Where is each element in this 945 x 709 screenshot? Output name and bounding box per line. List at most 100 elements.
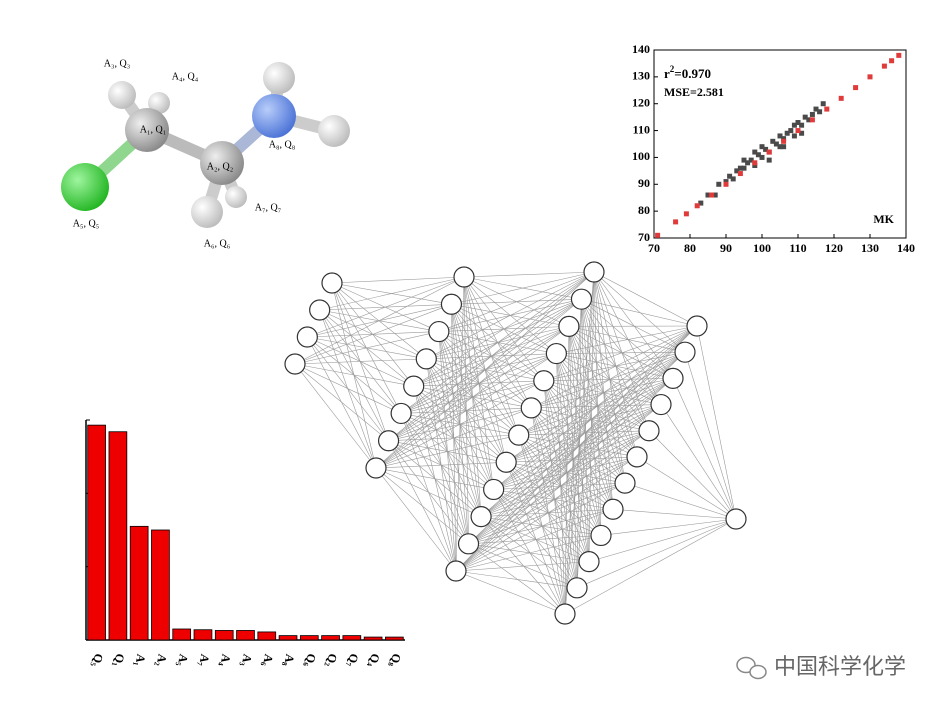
scatter-chart: 70 80 90 100 110 120 130 140 70 80 90 100 110 120 130 1… (632, 42, 915, 255)
connection (593, 271, 602, 536)
connection (375, 467, 482, 517)
connection (531, 407, 602, 536)
connection (593, 271, 626, 484)
neuron (602, 498, 624, 520)
y-tick-label: 140 (632, 42, 650, 56)
connection (581, 299, 638, 458)
connection (518, 435, 566, 615)
connection (468, 543, 590, 562)
connection (543, 380, 638, 458)
connection (455, 325, 698, 572)
connection (581, 299, 650, 431)
connection (463, 271, 595, 278)
connection (568, 326, 650, 431)
connection (636, 456, 737, 520)
neuron (638, 420, 660, 442)
bar (257, 631, 277, 641)
neuron (590, 524, 612, 547)
connection (455, 508, 614, 572)
connection (307, 276, 465, 338)
connection (556, 353, 650, 431)
connection (493, 456, 638, 490)
connection (568, 326, 578, 588)
connection (564, 518, 737, 615)
connection (593, 271, 674, 379)
point (795, 128, 801, 134)
bar (87, 424, 106, 641)
neuron (545, 342, 567, 365)
neuron (403, 375, 425, 397)
neuron (508, 424, 530, 446)
neuron (674, 341, 696, 363)
connection (556, 353, 578, 588)
neuron (390, 402, 412, 425)
x-tick-label: 90 (720, 241, 732, 255)
atom-label: A₃, Q₃ (104, 58, 130, 69)
point (788, 128, 794, 134)
r-squared-part: =0.970 (674, 66, 711, 81)
neuron (495, 451, 517, 473)
connection (455, 535, 602, 572)
connection (455, 378, 674, 572)
connection (660, 404, 737, 520)
neuron (428, 320, 450, 343)
neuron (578, 551, 600, 573)
connection (375, 380, 544, 469)
connection (543, 378, 674, 382)
point (727, 173, 733, 179)
connection (481, 508, 614, 517)
watermark-text: 中国科学化学 (774, 655, 906, 680)
x-tick-label: A₈ (281, 653, 297, 668)
connection (468, 508, 614, 545)
x-tick-label: 130 (861, 241, 879, 255)
point (712, 192, 718, 198)
connection (455, 482, 626, 572)
connection (543, 325, 698, 382)
point (791, 122, 797, 128)
connection (493, 482, 626, 490)
x-tick-label: A₆ (260, 653, 276, 668)
connection (426, 271, 595, 360)
x-tick-label: 70 (648, 241, 660, 255)
connection (375, 467, 469, 545)
point (809, 117, 815, 123)
neuron (470, 506, 492, 528)
x-tick-label: Q₅ (90, 653, 106, 669)
connection (556, 353, 566, 615)
bar (172, 628, 192, 641)
r-squared-part: r (664, 66, 670, 81)
y-tick-label: 130 (632, 69, 650, 83)
connection (593, 271, 698, 327)
connection (294, 363, 402, 414)
connection (581, 299, 626, 484)
point (752, 162, 758, 168)
neuron (570, 288, 593, 310)
connection (506, 430, 650, 463)
connection (543, 380, 614, 510)
atom-label: A₂, Q₂ (207, 161, 233, 172)
point (813, 106, 819, 112)
point (673, 219, 679, 225)
neuron (725, 508, 747, 530)
point (763, 146, 769, 152)
neuron (321, 272, 343, 294)
connection (600, 518, 737, 536)
point (745, 160, 751, 166)
connection (530, 407, 566, 615)
neuron (686, 315, 708, 337)
atom-label: A₁, Q₁ (140, 124, 166, 135)
mse: MSE=2.581 (664, 85, 724, 99)
connection (588, 271, 595, 562)
point (766, 157, 772, 163)
y-tick-label: 80 (638, 203, 650, 217)
connection (564, 326, 570, 615)
connection (505, 462, 578, 588)
connection (506, 461, 614, 510)
connection (576, 299, 582, 588)
x-tick-label: A₅ (175, 653, 191, 668)
connection (530, 407, 578, 588)
point (734, 168, 740, 174)
connection (556, 353, 590, 562)
connection (612, 508, 737, 520)
